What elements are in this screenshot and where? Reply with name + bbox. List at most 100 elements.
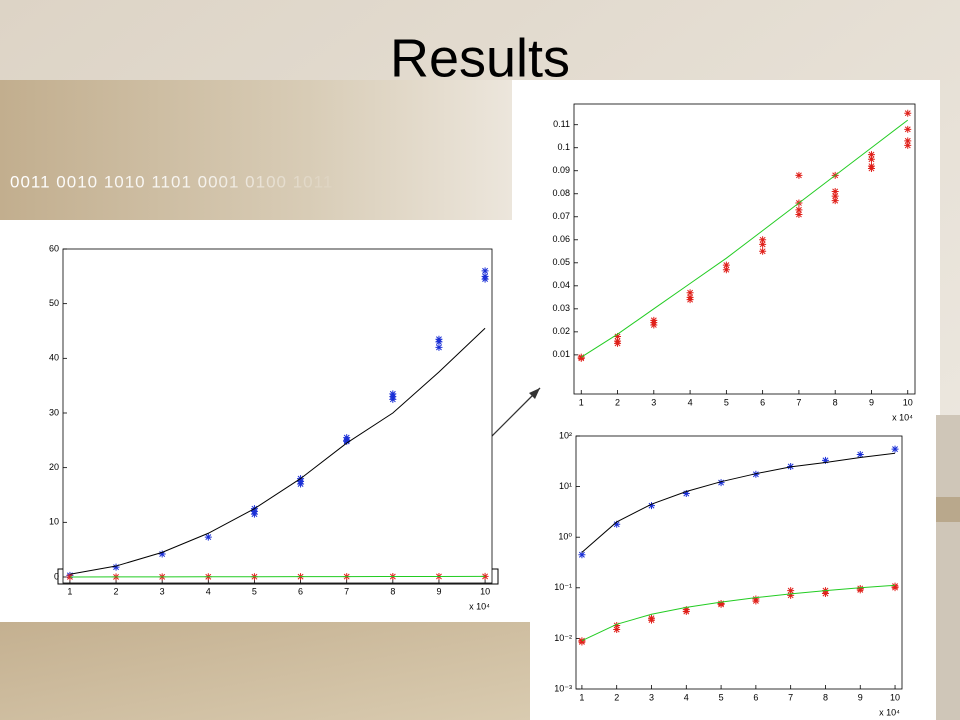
data-point <box>831 197 839 205</box>
y-tick-label: 60 <box>49 243 59 253</box>
y-tick-label: 0.11 <box>553 119 570 129</box>
data-point <box>891 584 899 592</box>
y-tick-label: 0.08 <box>552 188 570 198</box>
data-point <box>831 187 839 195</box>
data-point <box>682 608 690 616</box>
x-tick-label: 6 <box>760 397 765 407</box>
data-point <box>722 261 730 269</box>
x-tick-label: 9 <box>869 397 874 407</box>
data-point <box>867 155 875 163</box>
fit-line <box>581 452 896 553</box>
y-tick-label: 0.09 <box>552 165 570 175</box>
data-point <box>578 551 586 559</box>
x-tick-label: 4 <box>688 397 693 407</box>
data-point <box>158 550 166 558</box>
x-tick-label: 8 <box>823 692 828 702</box>
axes-box <box>62 248 493 584</box>
x-tick-label: 4 <box>206 586 211 596</box>
data-point <box>435 343 443 351</box>
y-tick-label: 10² <box>559 430 572 440</box>
data-point <box>647 502 655 510</box>
data-point <box>856 586 864 594</box>
data-point <box>856 451 864 459</box>
y-tick-label: 30 <box>49 407 59 417</box>
data-point <box>204 533 212 541</box>
data-point <box>795 206 803 214</box>
side-block <box>936 497 960 522</box>
data-point <box>613 520 621 528</box>
data-point <box>904 141 912 149</box>
data-point <box>722 266 730 274</box>
data-point <box>867 151 875 159</box>
x-axis-label: x 10⁴ <box>879 707 900 717</box>
data-point <box>759 236 767 244</box>
data-point <box>904 137 912 145</box>
x-tick-label: 2 <box>615 397 620 407</box>
data-point <box>613 625 621 633</box>
axes-box <box>573 103 916 395</box>
data-point <box>891 445 899 453</box>
y-tick-label: 40 <box>49 353 59 363</box>
fit-line <box>581 584 896 642</box>
x-tick-label: 4 <box>684 692 689 702</box>
y-tick-label: 10⁻¹ <box>554 582 572 592</box>
data-point <box>717 479 725 487</box>
y-tick-label: 10¹ <box>559 481 572 491</box>
data-point <box>686 296 694 304</box>
data-point <box>343 434 351 442</box>
x-tick-label: 10 <box>890 692 900 702</box>
data-point <box>481 275 489 283</box>
y-tick-label: 10⁻² <box>554 633 572 643</box>
y-tick-label: 10 <box>49 517 59 527</box>
data-point <box>297 480 305 488</box>
x-axis-label: x 10⁴ <box>892 412 913 422</box>
data-point <box>343 437 351 445</box>
y-tick-label: 0 <box>54 571 59 581</box>
y-tick-label: 0.03 <box>552 303 570 313</box>
x-tick-label: 2 <box>614 692 619 702</box>
data-point <box>787 591 795 599</box>
banner <box>0 80 512 220</box>
data-point <box>795 171 803 179</box>
x-tick-label: 1 <box>579 692 584 702</box>
x-tick-label: 7 <box>344 586 349 596</box>
data-point <box>650 321 658 329</box>
x-tick-label: 5 <box>724 397 729 407</box>
data-point <box>578 638 586 646</box>
x-axis-label: x 10⁴ <box>469 601 490 611</box>
fit-line <box>580 119 909 358</box>
data-point <box>904 109 912 117</box>
y-tick-label: 0.04 <box>552 280 570 290</box>
x-tick-label: 3 <box>651 397 656 407</box>
x-tick-label: 10 <box>903 397 913 407</box>
data-point <box>481 267 489 275</box>
x-tick-label: 9 <box>858 692 863 702</box>
data-point <box>795 210 803 218</box>
x-tick-label: 2 <box>114 586 119 596</box>
data-point <box>481 572 489 580</box>
x-tick-label: 6 <box>753 692 758 702</box>
x-tick-label: 1 <box>67 586 72 596</box>
data-point <box>717 600 725 608</box>
banner-text: 0011 0010 1010 1101 0001 0100 1011 <box>10 172 333 191</box>
axes-box <box>575 435 903 690</box>
x-tick-label: 1 <box>579 397 584 407</box>
data-point <box>577 354 585 362</box>
y-tick-label: 0.06 <box>552 234 570 244</box>
data-point <box>435 335 443 343</box>
x-tick-label: 5 <box>719 692 724 702</box>
x-tick-label: 7 <box>788 692 793 702</box>
data-point <box>867 164 875 172</box>
x-tick-label: 8 <box>390 586 395 596</box>
y-tick-label: 0.1 <box>557 142 570 152</box>
slide-title: Results <box>390 28 570 88</box>
data-point <box>614 339 622 347</box>
data-point <box>752 597 760 605</box>
x-tick-label: 3 <box>649 692 654 702</box>
data-point <box>613 621 621 629</box>
data-point <box>686 289 694 297</box>
x-tick-label: 7 <box>796 397 801 407</box>
data-point <box>904 125 912 133</box>
